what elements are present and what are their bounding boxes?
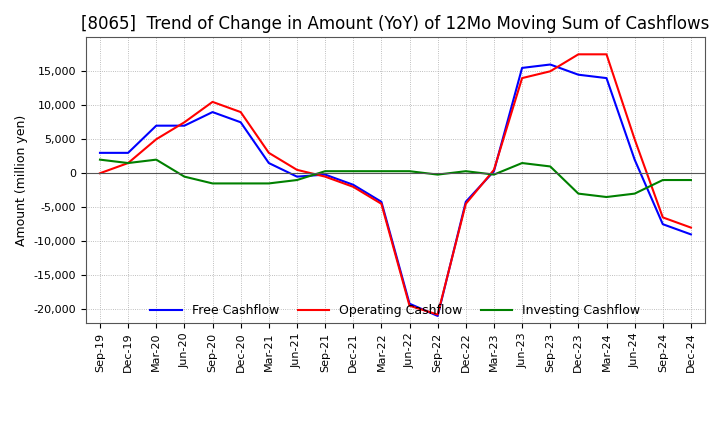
Investing Cashflow xyxy=(405,169,414,174)
Free Cashflow xyxy=(574,72,582,77)
Investing Cashflow xyxy=(602,194,611,200)
Free Cashflow xyxy=(321,172,330,177)
Operating Cashflow xyxy=(180,120,189,125)
Investing Cashflow xyxy=(292,177,301,183)
Operating Cashflow xyxy=(433,312,442,317)
Operating Cashflow xyxy=(321,174,330,179)
Operating Cashflow xyxy=(264,150,273,155)
Free Cashflow xyxy=(124,150,132,155)
Free Cashflow xyxy=(264,161,273,166)
Investing Cashflow xyxy=(349,169,358,174)
Operating Cashflow xyxy=(349,184,358,190)
Investing Cashflow xyxy=(462,169,470,174)
Investing Cashflow xyxy=(659,177,667,183)
Free Cashflow xyxy=(152,123,161,128)
Free Cashflow xyxy=(630,157,639,162)
Investing Cashflow xyxy=(630,191,639,196)
Free Cashflow xyxy=(292,174,301,179)
Investing Cashflow xyxy=(433,172,442,177)
Operating Cashflow xyxy=(96,171,104,176)
Operating Cashflow xyxy=(377,201,386,206)
Operating Cashflow xyxy=(462,201,470,206)
Free Cashflow xyxy=(687,232,696,237)
Investing Cashflow xyxy=(518,161,526,166)
Free Cashflow xyxy=(659,222,667,227)
Legend: Free Cashflow, Operating Cashflow, Investing Cashflow: Free Cashflow, Operating Cashflow, Inves… xyxy=(145,299,646,322)
Operating Cashflow xyxy=(602,51,611,57)
Free Cashflow xyxy=(349,182,358,187)
Free Cashflow xyxy=(96,150,104,155)
Operating Cashflow xyxy=(292,167,301,172)
Free Cashflow xyxy=(208,110,217,115)
Investing Cashflow xyxy=(180,174,189,179)
Investing Cashflow xyxy=(546,164,554,169)
Investing Cashflow xyxy=(490,172,498,177)
Free Cashflow xyxy=(180,123,189,128)
Title: [8065]  Trend of Change in Amount (YoY) of 12Mo Moving Sum of Cashflows: [8065] Trend of Change in Amount (YoY) o… xyxy=(81,15,710,33)
Investing Cashflow xyxy=(264,181,273,186)
Operating Cashflow xyxy=(124,161,132,166)
Investing Cashflow xyxy=(687,177,696,183)
Operating Cashflow xyxy=(236,110,245,115)
Operating Cashflow xyxy=(152,136,161,142)
Investing Cashflow xyxy=(377,169,386,174)
Free Cashflow xyxy=(377,199,386,205)
Operating Cashflow xyxy=(208,99,217,105)
Operating Cashflow xyxy=(574,51,582,57)
Line: Investing Cashflow: Investing Cashflow xyxy=(100,160,691,197)
Investing Cashflow xyxy=(208,181,217,186)
Line: Operating Cashflow: Operating Cashflow xyxy=(100,54,691,315)
Free Cashflow xyxy=(433,313,442,319)
Free Cashflow xyxy=(490,169,498,174)
Free Cashflow xyxy=(518,65,526,70)
Y-axis label: Amount (million yen): Amount (million yen) xyxy=(15,114,28,246)
Free Cashflow xyxy=(405,301,414,306)
Investing Cashflow xyxy=(321,169,330,174)
Free Cashflow xyxy=(546,62,554,67)
Investing Cashflow xyxy=(152,157,161,162)
Operating Cashflow xyxy=(490,167,498,172)
Investing Cashflow xyxy=(96,157,104,162)
Operating Cashflow xyxy=(630,136,639,142)
Free Cashflow xyxy=(236,120,245,125)
Line: Free Cashflow: Free Cashflow xyxy=(100,65,691,316)
Operating Cashflow xyxy=(659,215,667,220)
Operating Cashflow xyxy=(518,76,526,81)
Investing Cashflow xyxy=(124,161,132,166)
Free Cashflow xyxy=(602,76,611,81)
Operating Cashflow xyxy=(546,69,554,74)
Operating Cashflow xyxy=(687,225,696,230)
Free Cashflow xyxy=(462,199,470,205)
Investing Cashflow xyxy=(236,181,245,186)
Operating Cashflow xyxy=(405,303,414,308)
Investing Cashflow xyxy=(574,191,582,196)
